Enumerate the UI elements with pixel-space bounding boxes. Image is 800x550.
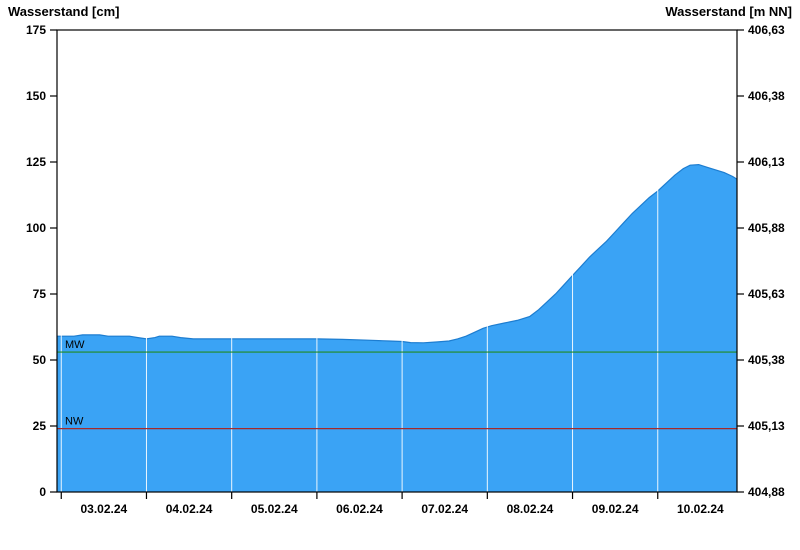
right-axis-tick-label: 404,88 (748, 485, 785, 499)
right-axis-title: Wasserstand [m NN] (665, 4, 792, 19)
x-axis-date-label: 10.02.24 (677, 502, 724, 516)
water-level-area (57, 164, 737, 492)
nw-reference-label: NW (65, 416, 84, 428)
plot-border (56, 29, 738, 493)
left-axis-tick-label: 175 (26, 23, 46, 37)
right-axis-tick-label: 405,88 (748, 221, 785, 235)
right-axis-tick-label: 405,63 (748, 287, 785, 301)
left-axis-tick-label: 125 (26, 155, 46, 169)
x-axis-date-label: 03.02.24 (81, 502, 128, 516)
x-axis-date-label: 07.02.24 (421, 502, 468, 516)
mw-reference-label: MW (65, 339, 85, 351)
right-axis-tick-label: 406,13 (748, 155, 785, 169)
left-axis-tick-label: 75 (33, 287, 47, 301)
left-axis-tick-label: 50 (33, 353, 47, 367)
water-level-line (57, 163, 738, 344)
x-axis-date-label: 05.02.24 (251, 502, 298, 516)
left-axis-tick-label: 100 (26, 221, 46, 235)
right-axis-tick-label: 406,38 (748, 89, 785, 103)
left-axis-tick-label: 25 (33, 419, 47, 433)
x-axis-date-label: 06.02.24 (336, 502, 383, 516)
x-axis-date-label: 04.02.24 (166, 502, 213, 516)
x-axis-date-label: 08.02.24 (507, 502, 554, 516)
left-axis-tick-label: 0 (39, 485, 46, 499)
right-axis-tick-label: 406,63 (748, 23, 785, 37)
x-axis-date-label: 09.02.24 (592, 502, 639, 516)
left-axis-tick-label: 150 (26, 89, 46, 103)
right-axis-tick-label: 405,13 (748, 419, 785, 433)
left-axis-title: Wasserstand [cm] (8, 4, 120, 19)
right-axis-tick-label: 405,38 (748, 353, 785, 367)
